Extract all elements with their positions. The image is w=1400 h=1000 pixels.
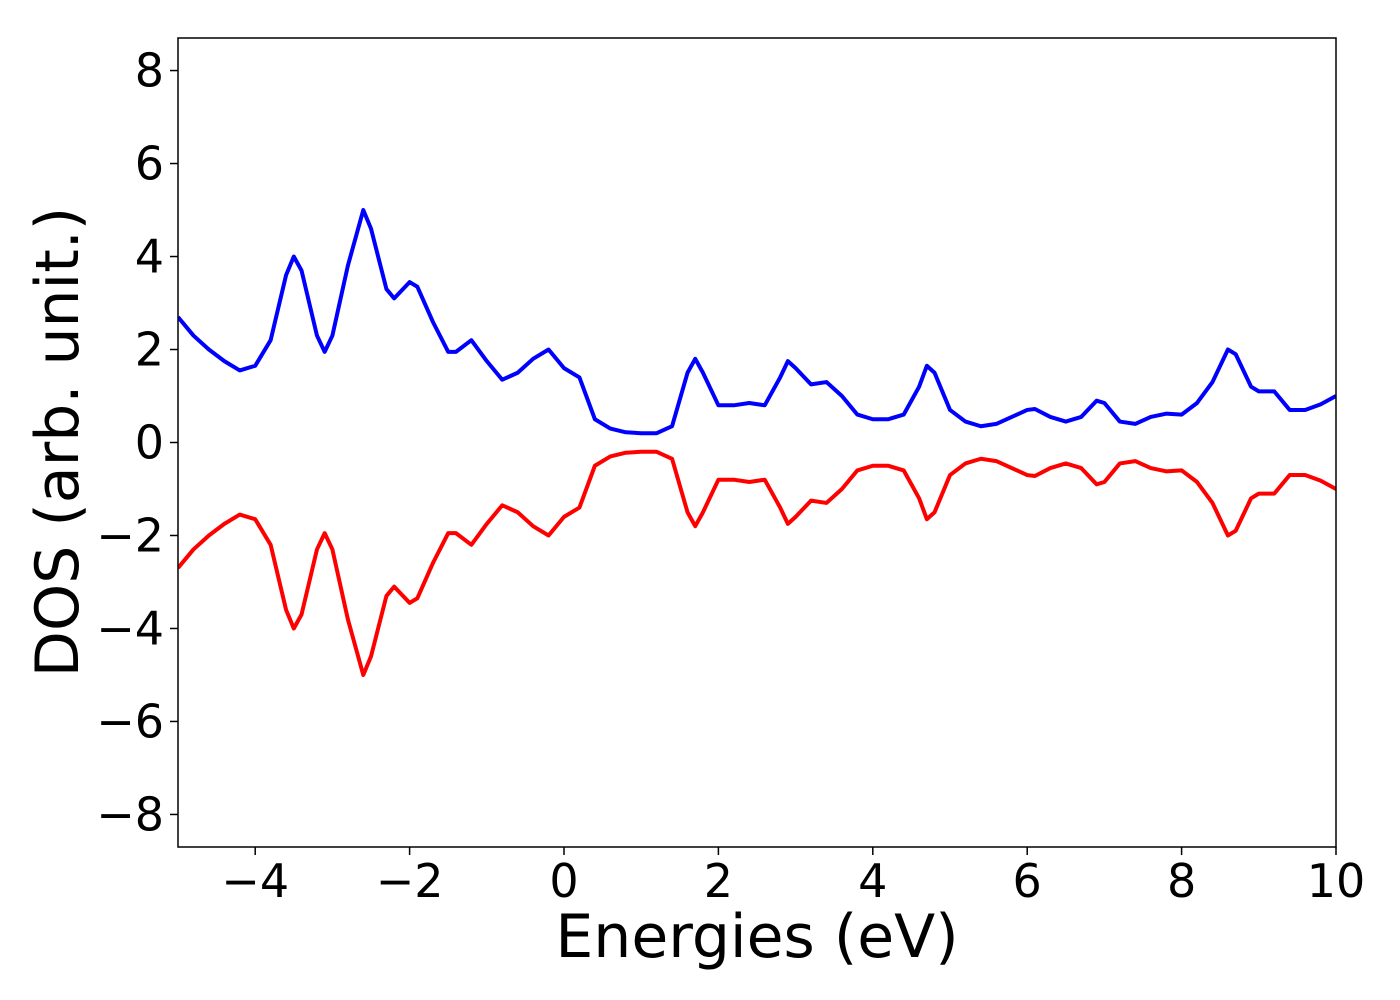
series-line	[178, 449, 1336, 677]
x-tick-label: 4	[858, 854, 887, 908]
y-tick-label: 2	[135, 323, 164, 377]
y-tick-label: 8	[135, 44, 164, 98]
y-tick-label: 4	[135, 230, 164, 284]
y-tick-label: 0	[135, 416, 164, 470]
x-axis-label: Energies (eV)	[555, 902, 958, 972]
y-tick-label: 6	[135, 137, 164, 191]
x-tick-label: 2	[704, 854, 733, 908]
x-tick-label: 6	[1013, 854, 1042, 908]
y-axis-label: DOS (arb. unit.)	[23, 207, 93, 677]
plot-frame	[177, 37, 1337, 848]
series-line	[178, 208, 1336, 436]
y-tick-label: −8	[96, 787, 164, 841]
x-tick-label: −2	[376, 854, 444, 908]
x-tick-label: −4	[221, 854, 289, 908]
x-tick-label: 10	[1307, 854, 1366, 908]
y-tick-label: −6	[96, 694, 164, 748]
x-tick-label: 8	[1167, 854, 1196, 908]
y-tick-label: −2	[96, 508, 164, 562]
x-tick-label: 0	[549, 854, 578, 908]
y-tick-label: −4	[96, 601, 164, 655]
